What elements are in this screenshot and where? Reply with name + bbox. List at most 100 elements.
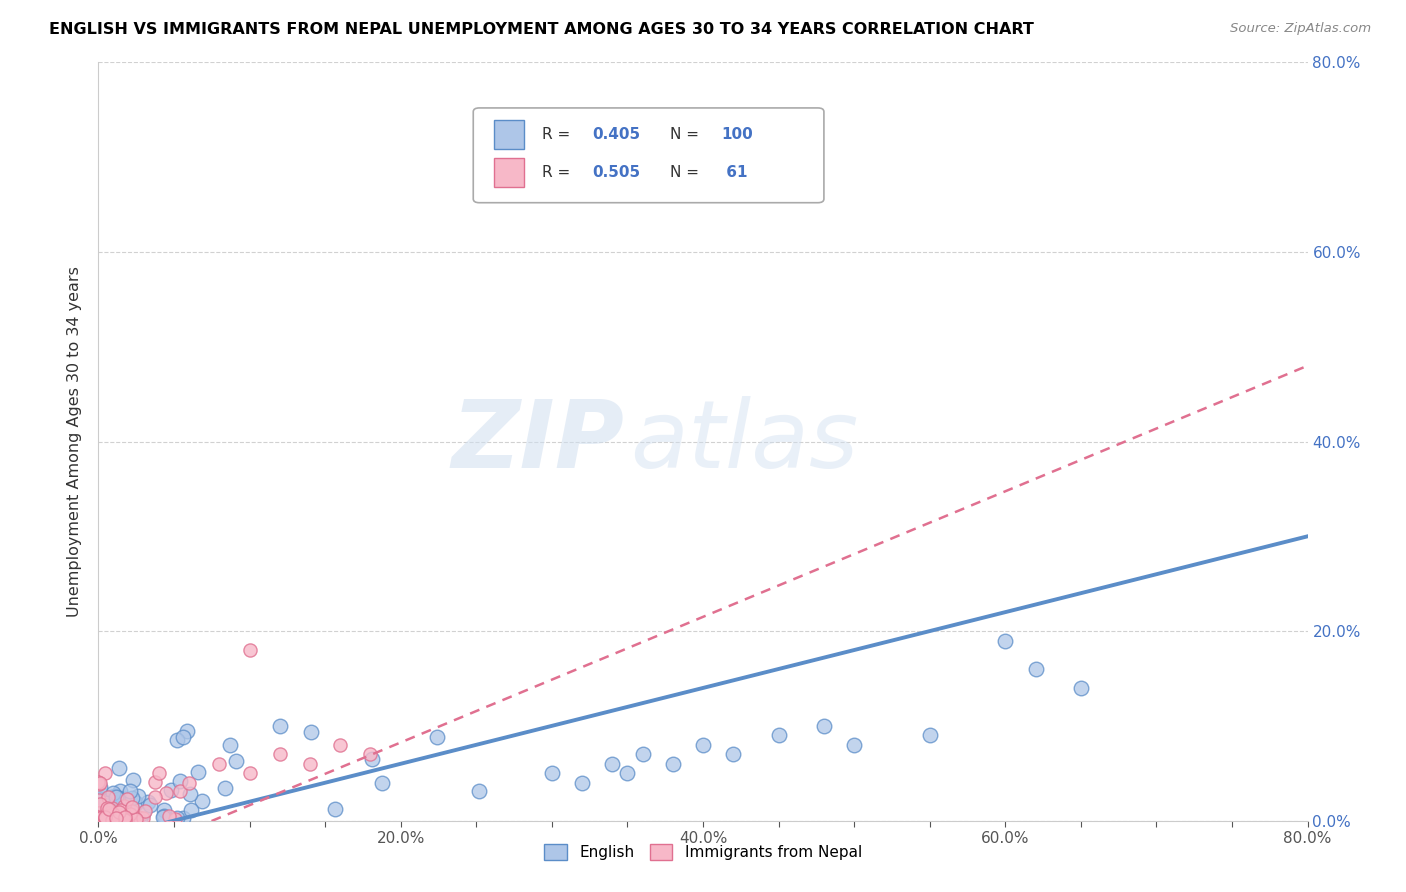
Point bbox=[105, 811, 128, 825]
Point bbox=[105, 812, 128, 826]
Point bbox=[89, 780, 111, 794]
Point bbox=[89, 811, 111, 825]
Point bbox=[93, 808, 115, 822]
Point bbox=[96, 801, 118, 815]
Point bbox=[93, 813, 115, 827]
Point bbox=[239, 643, 262, 657]
Point bbox=[89, 807, 111, 822]
Point bbox=[125, 812, 148, 826]
Point bbox=[112, 799, 135, 814]
Point bbox=[169, 784, 191, 798]
Point bbox=[329, 738, 352, 752]
Point bbox=[89, 776, 111, 790]
Point bbox=[94, 766, 117, 780]
Point bbox=[125, 796, 148, 810]
Point bbox=[152, 810, 174, 824]
Point bbox=[160, 782, 183, 797]
Point bbox=[91, 805, 114, 819]
Point bbox=[134, 804, 156, 818]
Point bbox=[112, 790, 135, 805]
Point bbox=[89, 793, 111, 807]
Point bbox=[191, 794, 214, 808]
Point bbox=[97, 791, 120, 805]
Point bbox=[179, 776, 201, 790]
Point bbox=[101, 812, 124, 826]
Point bbox=[108, 805, 131, 819]
Point bbox=[127, 810, 149, 824]
Text: N =: N = bbox=[671, 165, 704, 180]
Point bbox=[661, 756, 683, 771]
Point bbox=[166, 811, 188, 825]
Point bbox=[108, 811, 131, 825]
Point bbox=[94, 813, 117, 827]
Point bbox=[93, 798, 115, 813]
Point bbox=[97, 790, 120, 805]
Point bbox=[94, 810, 117, 824]
Point bbox=[148, 766, 170, 780]
Point bbox=[219, 739, 242, 753]
Point bbox=[87, 805, 110, 820]
Point bbox=[94, 805, 117, 819]
Point bbox=[1024, 662, 1046, 676]
Point bbox=[97, 813, 120, 827]
Point bbox=[117, 813, 139, 827]
Point bbox=[360, 747, 382, 762]
Point bbox=[100, 805, 122, 820]
Text: 61: 61 bbox=[721, 165, 748, 180]
Text: N =: N = bbox=[671, 127, 704, 142]
Point bbox=[214, 780, 236, 795]
Point bbox=[602, 756, 624, 771]
Point bbox=[768, 728, 790, 742]
Point bbox=[100, 800, 122, 814]
Point bbox=[87, 797, 110, 812]
Point bbox=[121, 812, 143, 826]
Point bbox=[93, 813, 115, 827]
Point bbox=[127, 789, 149, 804]
Legend: English, Immigrants from Nepal: English, Immigrants from Nepal bbox=[538, 838, 868, 866]
Text: ZIP: ZIP bbox=[451, 395, 624, 488]
Point bbox=[89, 797, 111, 812]
Point bbox=[89, 812, 111, 826]
Point bbox=[143, 790, 166, 805]
Point bbox=[105, 807, 128, 822]
Point bbox=[107, 791, 129, 805]
Point bbox=[97, 810, 120, 824]
Point bbox=[98, 802, 121, 816]
Point bbox=[1070, 681, 1092, 695]
Point bbox=[692, 738, 714, 752]
Point bbox=[117, 811, 139, 825]
Text: atlas: atlas bbox=[630, 396, 859, 487]
Point bbox=[101, 813, 124, 827]
Point bbox=[110, 814, 132, 828]
Point bbox=[361, 752, 384, 766]
Point bbox=[114, 811, 136, 825]
Point bbox=[103, 807, 125, 822]
Point bbox=[426, 730, 449, 744]
Point bbox=[94, 813, 117, 827]
Bar bbox=[494, 158, 524, 186]
Point bbox=[100, 789, 122, 804]
Point bbox=[118, 806, 141, 821]
Point bbox=[225, 754, 247, 768]
Point bbox=[111, 805, 134, 820]
Point bbox=[994, 633, 1017, 648]
Point bbox=[169, 773, 191, 788]
Bar bbox=[494, 120, 524, 149]
Point bbox=[631, 747, 654, 762]
Point bbox=[98, 805, 121, 820]
Point bbox=[107, 792, 129, 806]
Point bbox=[155, 786, 177, 800]
Point bbox=[110, 803, 132, 817]
Point bbox=[114, 810, 136, 824]
Point bbox=[98, 813, 121, 827]
Text: 0.405: 0.405 bbox=[592, 127, 640, 142]
Point bbox=[172, 731, 194, 745]
FancyBboxPatch shape bbox=[474, 108, 824, 202]
Point bbox=[139, 798, 162, 813]
Point bbox=[114, 813, 136, 827]
Point bbox=[101, 800, 124, 814]
Point bbox=[96, 811, 118, 825]
Point bbox=[89, 792, 111, 806]
Point bbox=[96, 805, 118, 820]
Point bbox=[166, 733, 188, 747]
